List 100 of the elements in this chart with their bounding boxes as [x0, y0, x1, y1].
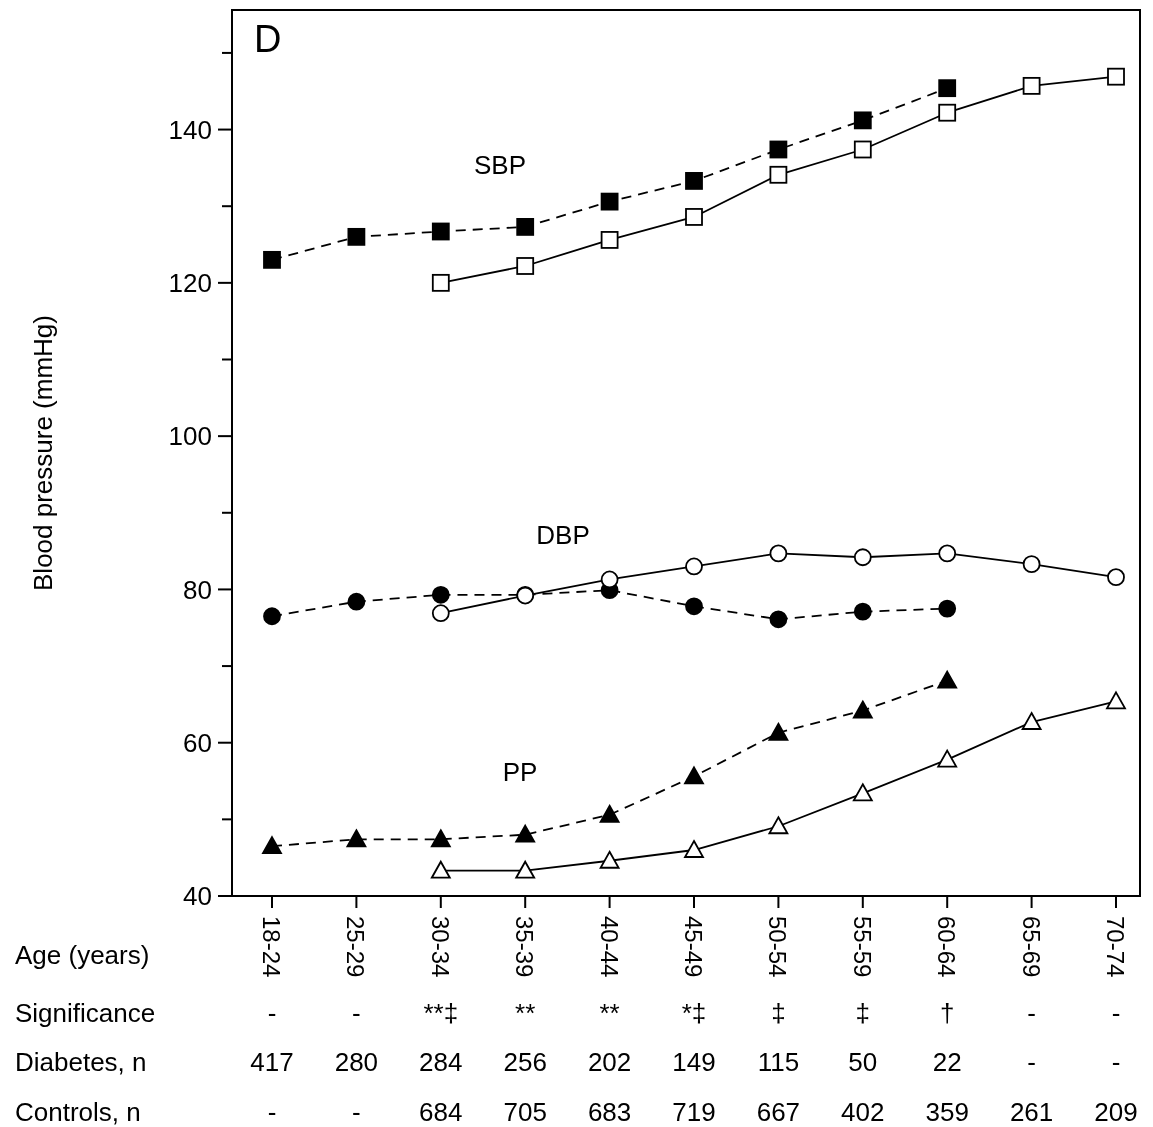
- text: 359: [925, 1097, 969, 1127]
- x-tick-label: 40-44: [595, 916, 623, 978]
- annotation: DBP: [536, 520, 590, 551]
- point: [1107, 67, 1125, 86]
- annotation: D: [254, 18, 282, 60]
- text: 209: [1094, 1097, 1138, 1127]
- x-tick-label: 55-59: [848, 916, 876, 978]
- text: -: [352, 1097, 361, 1127]
- point: [515, 824, 536, 843]
- text: 719: [672, 1097, 716, 1127]
- text: 417: [250, 1047, 294, 1078]
- text: ‡: [855, 998, 871, 1029]
- text: -: [352, 998, 361, 1029]
- text: 683: [587, 1097, 632, 1127]
- text: 684: [419, 1097, 463, 1127]
- x-tick-label: 25-29: [342, 916, 370, 978]
- point: [685, 208, 703, 226]
- point: [1021, 712, 1042, 730]
- point: [853, 548, 872, 567]
- text: 667: [756, 1097, 801, 1127]
- text: 705: [503, 1097, 547, 1127]
- text: -: [267, 998, 277, 1029]
- point: [599, 804, 620, 823]
- text: 280: [334, 1047, 379, 1078]
- text: 261: [1009, 1097, 1054, 1127]
- text: -: [1111, 1047, 1121, 1078]
- point: [768, 816, 789, 835]
- x-tick-label: 45-49: [680, 916, 707, 978]
- point: [853, 140, 872, 159]
- text: -: [1027, 998, 1036, 1029]
- x-tick-label: 30-34: [426, 916, 454, 978]
- point: [769, 610, 788, 629]
- x-tick-label: 65-69: [1017, 916, 1045, 978]
- text: ‡: [771, 998, 786, 1029]
- text: Diabetes, n: [15, 1047, 147, 1078]
- point: [685, 172, 703, 190]
- point: [852, 700, 873, 719]
- point: [262, 836, 282, 855]
- x-tick-label: 60-64: [933, 916, 961, 978]
- point: [685, 597, 703, 616]
- annotation: SBP: [473, 150, 527, 181]
- point: [516, 218, 535, 236]
- point: [852, 783, 873, 802]
- point: [938, 544, 957, 563]
- point: [431, 585, 450, 604]
- text: -: [1027, 1047, 1036, 1078]
- text: Controls, n: [15, 1097, 141, 1127]
- point: [430, 860, 451, 879]
- point: [1022, 555, 1041, 574]
- point: [1107, 568, 1125, 587]
- point: [1022, 76, 1041, 95]
- point: [515, 860, 536, 879]
- x-tick-label: 18-24: [258, 916, 285, 978]
- text: 256: [503, 1047, 547, 1078]
- point: [769, 544, 788, 563]
- text: *‡: [681, 998, 707, 1029]
- y-tick-label: 140: [168, 114, 212, 145]
- y-tick-label: 80: [183, 574, 212, 605]
- x-tick-label: 35-39: [511, 916, 539, 978]
- text: 50: [848, 1047, 878, 1078]
- y-axis-title: Blood pressure (mmHg): [28, 315, 58, 591]
- point: [937, 670, 958, 689]
- text: 22: [932, 1047, 962, 1078]
- text: 284: [419, 1047, 463, 1078]
- y-tick-label: 100: [168, 421, 212, 452]
- x-tick-label: 50-54: [764, 916, 792, 978]
- point: [938, 79, 957, 98]
- text: 202: [587, 1047, 632, 1078]
- point: [346, 829, 367, 848]
- point: [347, 227, 366, 246]
- point: [430, 829, 451, 848]
- point: [263, 607, 281, 626]
- point: [684, 840, 704, 858]
- annotation: PP: [502, 757, 538, 788]
- point: [768, 722, 789, 741]
- text: **‡: [423, 998, 459, 1029]
- point: [600, 231, 619, 249]
- point: [599, 850, 620, 869]
- point: [938, 103, 957, 122]
- x-axis-title: Age (years): [15, 940, 150, 971]
- y-tick-label: 60: [183, 727, 212, 758]
- point: [263, 250, 281, 269]
- text: **: [515, 998, 536, 1029]
- y-tick-label: 120: [168, 267, 212, 298]
- text: -: [267, 1097, 277, 1127]
- y-tick-label: 40: [183, 881, 212, 912]
- point: [684, 766, 704, 785]
- text: -: [1111, 998, 1121, 1029]
- point: [685, 557, 703, 576]
- text: Significance: [15, 998, 156, 1029]
- point: [769, 140, 788, 159]
- point: [431, 222, 450, 241]
- text: **: [599, 998, 620, 1029]
- point: [937, 749, 958, 768]
- text: †: [939, 998, 955, 1029]
- text: 402: [841, 1097, 885, 1127]
- text: 115: [757, 1047, 800, 1078]
- text: 149: [672, 1047, 716, 1078]
- point: [431, 604, 450, 623]
- point: [853, 602, 872, 621]
